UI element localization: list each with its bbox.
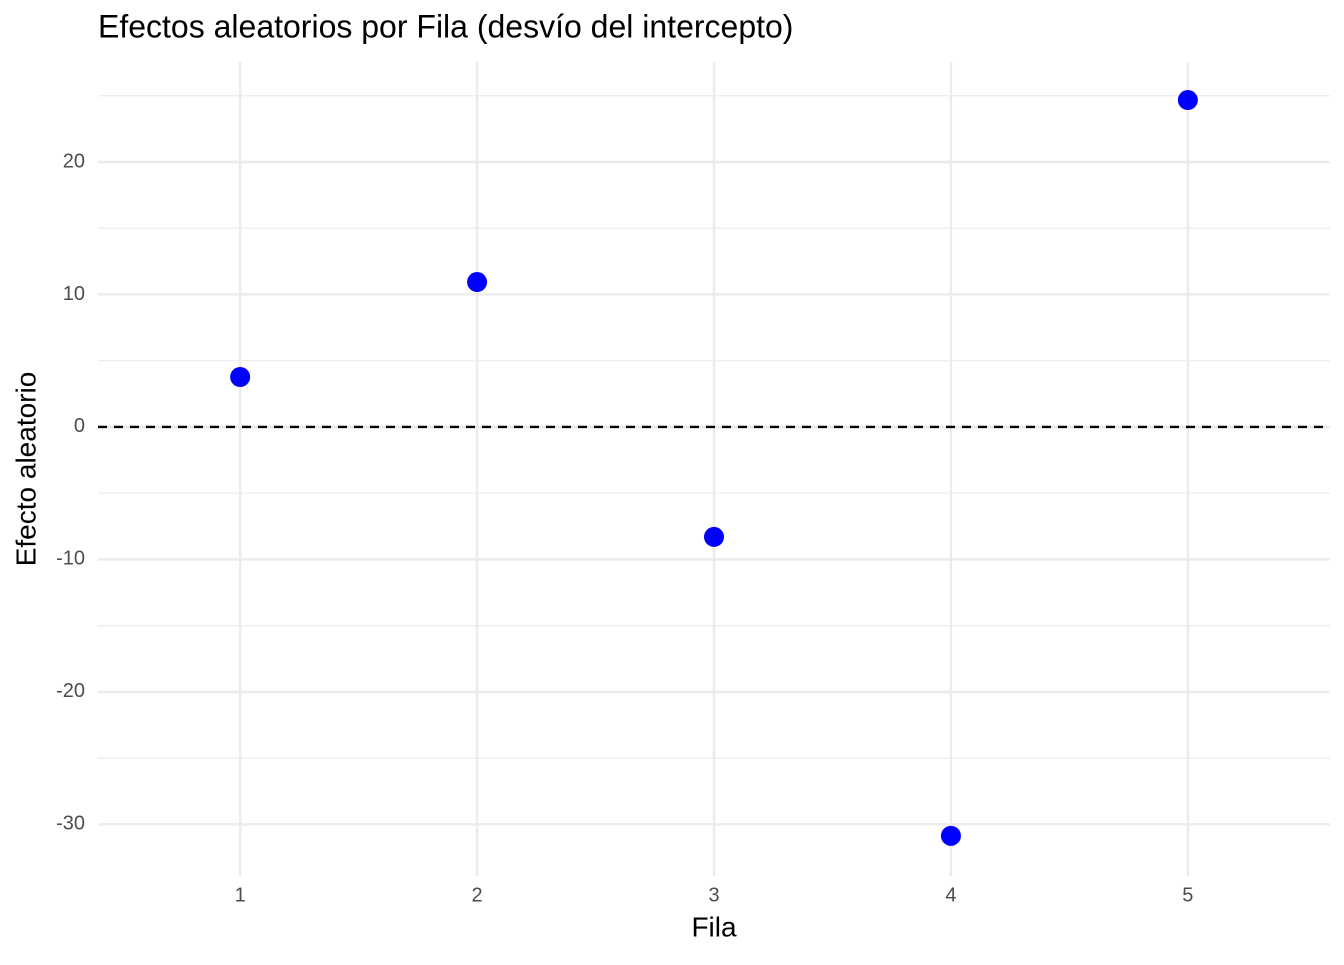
x-tick-label: 3	[708, 884, 719, 906]
y-tick-label: 20	[63, 150, 85, 172]
y-axis-label: Efecto aleatorio	[10, 372, 41, 567]
x-tick-label: 1	[235, 884, 246, 906]
point	[230, 367, 251, 388]
point	[940, 825, 961, 846]
y-tick-label: -20	[56, 680, 85, 702]
x-tick-label: 4	[945, 884, 956, 906]
point	[467, 272, 488, 293]
x-tick-label: 2	[472, 884, 483, 906]
y-tick-label: -10	[56, 548, 85, 570]
point	[1177, 90, 1198, 111]
y-tick-label: -30	[56, 813, 85, 835]
y-tick-label: 0	[74, 415, 85, 437]
point	[704, 526, 724, 547]
y-tick-label: 10	[63, 283, 85, 305]
x-axis-label: Fila	[691, 911, 737, 942]
x-tick-label: 5	[1182, 884, 1193, 906]
chart-title: Efectos aleatorios por Fila (desvío del …	[98, 8, 793, 44]
